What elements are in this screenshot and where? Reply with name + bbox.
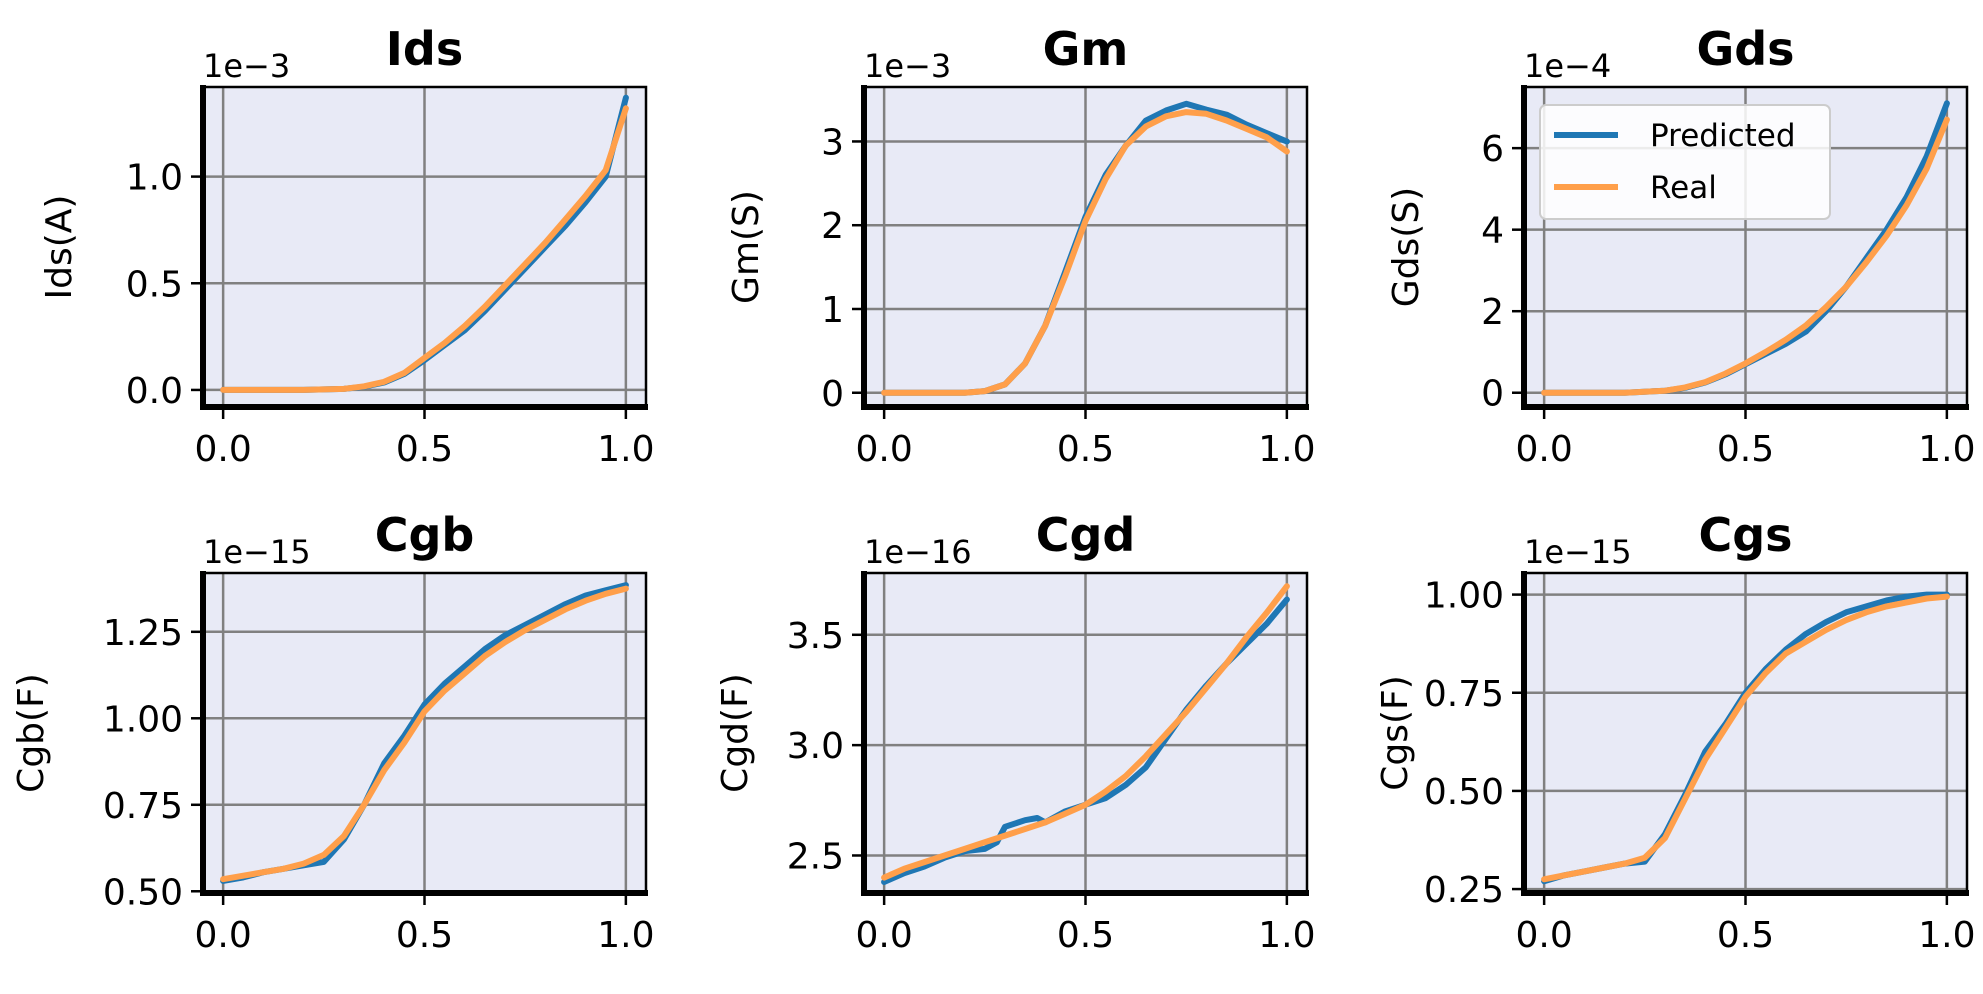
- y-tick-label: 0.75: [103, 786, 183, 827]
- y-tick-label: 0.5: [126, 264, 183, 305]
- series-line-real: [1541, 116, 1950, 396]
- y-tick-label: 0: [821, 374, 844, 415]
- subplot-cgb: 0.0 0.5 1.0 0.50 0.75 1.00 1.25 Cgb 1e−15 Cgb(F): [11, 508, 654, 956]
- subplot-title: Gds: [1696, 22, 1794, 76]
- x-tick-label: 0.0: [1516, 915, 1573, 956]
- y-tick-label: 3.0: [787, 726, 844, 767]
- y-axis-label: Cgd(F): [715, 673, 756, 793]
- y-tick-label: 1: [821, 290, 844, 331]
- y-tick-label: 1.0: [126, 158, 183, 199]
- subplot-title: Cgd: [1036, 508, 1136, 562]
- y-tick-label: 0: [1481, 374, 1504, 415]
- axis-offset-label: 1e−15: [1524, 533, 1632, 571]
- y-tick-label: 1.25: [103, 613, 183, 654]
- legend-label-predicted: Predicted: [1650, 118, 1796, 154]
- subplot-ids: 0.0 0.5 1.0 0.0 0.5 1.0 Ids 1e−3 Ids(A): [39, 22, 654, 470]
- axis-offset-label: 1e−15: [203, 533, 311, 571]
- y-tick-label: 0.0: [126, 371, 183, 412]
- subplot-gds: 0.0 0.5 1.0 0 2 4 6 Gds 1e−4 Gds(S) Predicted Real: [1386, 22, 1975, 470]
- x-tick-label: 1.0: [597, 915, 654, 956]
- y-tick-label: 3.5: [787, 616, 844, 657]
- y-tick-label: 0.75: [1424, 674, 1504, 715]
- y-axis-label: Ids(A): [39, 195, 80, 300]
- x-tick-label: 0.0: [856, 429, 913, 470]
- legend-label-real: Real: [1650, 170, 1717, 206]
- y-tick-label: 0.50: [103, 872, 183, 913]
- y-tick-label: 4: [1481, 211, 1504, 252]
- subplot-title: Gm: [1043, 22, 1129, 76]
- y-tick-label: 6: [1481, 129, 1504, 170]
- y-tick-label: 3: [821, 122, 844, 163]
- subplot-title: Ids: [386, 22, 463, 76]
- x-tick-label: 1.0: [1258, 915, 1315, 956]
- series-line-real: [220, 585, 629, 883]
- x-tick-label: 0.5: [1717, 429, 1774, 470]
- x-tick-label: 0.0: [856, 915, 913, 956]
- series-line-real: [220, 105, 629, 393]
- axis-offset-label: 1e−16: [864, 533, 972, 571]
- y-tick-label: 2.5: [787, 836, 844, 877]
- subplot-gm: 0.0 0.5 1.0 0 1 2 3 Gm 1e−3 Gm(S): [726, 22, 1315, 470]
- y-tick-label: 2: [821, 206, 844, 247]
- x-tick-label: 1.0: [1918, 915, 1975, 956]
- y-tick-label: 0.50: [1424, 772, 1504, 813]
- x-tick-label: 0.5: [1057, 429, 1114, 470]
- subplot-cgd: 0.0 0.5 1.0 2.5 3.0 3.5 Cgd 1e−16 Cgd(F): [715, 508, 1315, 956]
- legend: Predicted Real: [1539, 104, 1831, 220]
- y-axis-label: Cgs(F): [1375, 675, 1416, 791]
- subplot-title: Cgb: [375, 508, 475, 562]
- x-tick-label: 1.0: [597, 429, 654, 470]
- axis-offset-label: 1e−3: [203, 47, 290, 85]
- y-tick-label: 1.00: [1424, 576, 1504, 617]
- axis-offset-label: 1e−3: [864, 47, 951, 85]
- series-line-real: [881, 583, 1290, 881]
- y-axis-label: Gds(S): [1386, 187, 1427, 307]
- x-tick-label: 1.0: [1258, 429, 1315, 470]
- x-tick-label: 0.0: [195, 429, 252, 470]
- x-tick-label: 0.0: [1516, 429, 1573, 470]
- y-tick-label: 2: [1481, 292, 1504, 333]
- y-axis-label: Cgb(F): [11, 673, 52, 793]
- x-tick-label: 0.0: [195, 915, 252, 956]
- x-tick-label: 0.5: [1717, 915, 1774, 956]
- axis-offset-label: 1e−4: [1524, 47, 1611, 85]
- y-tick-label: 0.25: [1424, 870, 1504, 911]
- series-line-real: [1541, 593, 1950, 883]
- x-tick-label: 0.5: [396, 429, 453, 470]
- x-tick-label: 1.0: [1918, 429, 1975, 470]
- x-tick-label: 0.5: [1057, 915, 1114, 956]
- subplot-title: Cgs: [1698, 508, 1792, 562]
- x-tick-label: 0.5: [396, 915, 453, 956]
- y-axis-label: Gm(S): [726, 190, 767, 304]
- y-tick-label: 1.00: [103, 699, 183, 740]
- subplot-cgs: 0.0 0.5 1.0 0.25 0.50 0.75 1.00 Cgs 1e−15 Cgs(F): [1375, 508, 1975, 956]
- series-line-real: [881, 109, 1290, 396]
